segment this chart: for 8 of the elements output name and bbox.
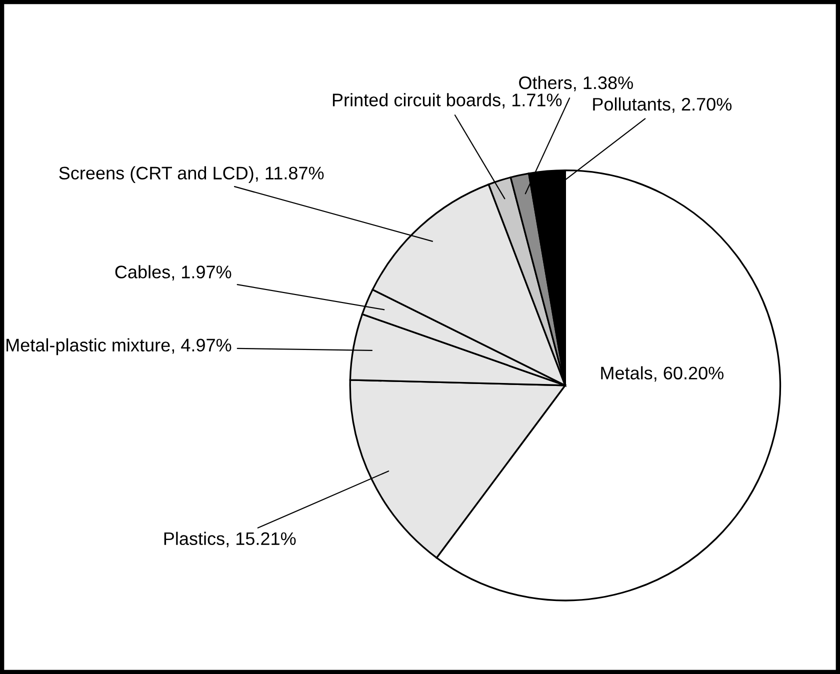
slice-label: Metal-plastic mixture, 4.97% — [6, 338, 232, 356]
slice-label: Cables, 1.97% — [115, 265, 232, 281]
slice-label: Printed circuit boards, 1.71% — [332, 93, 562, 109]
slice-label: Pollutants, 2.70% — [593, 97, 732, 113]
slice-label: Screens (CRT and LCD), 11.87% — [59, 166, 324, 184]
slice-label: Metals, 60.20% — [601, 366, 724, 382]
slice-label: Others, 1.38% — [519, 76, 633, 92]
slice-label: Plastics, 15.21% — [164, 532, 296, 548]
